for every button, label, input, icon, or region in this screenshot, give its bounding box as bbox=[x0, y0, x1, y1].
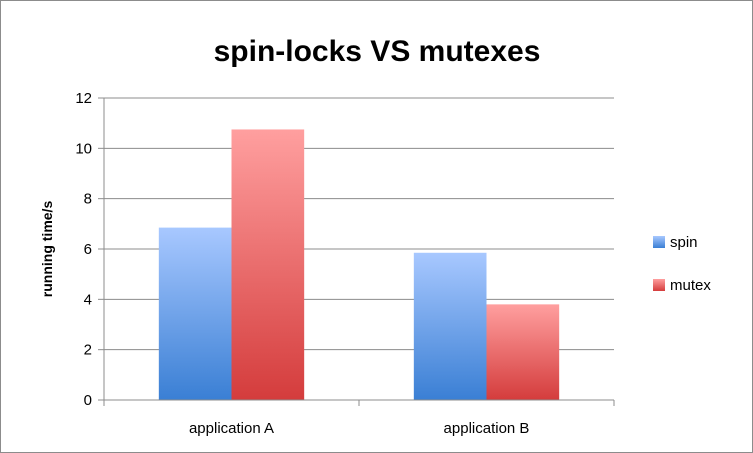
y-tick-label-6: 6 bbox=[84, 241, 92, 258]
y-tick-label-0: 0 bbox=[84, 392, 92, 409]
bars bbox=[158, 129, 560, 401]
legend: spin mutex bbox=[653, 234, 711, 294]
y-tick-label-2: 2 bbox=[84, 342, 92, 359]
bar-spin-0 bbox=[158, 227, 232, 400]
axes bbox=[98, 97, 615, 406]
bar-spin-1 bbox=[413, 252, 487, 400]
legend-swatch-spin bbox=[653, 236, 665, 248]
legend-label-mutex: mutex bbox=[670, 277, 711, 294]
y-tick-label-8: 8 bbox=[84, 191, 92, 208]
bar-mutex-0 bbox=[231, 129, 305, 401]
y-tick-label-10: 10 bbox=[75, 140, 92, 157]
legend-label-spin: spin bbox=[670, 234, 698, 251]
y-tick-label-4: 4 bbox=[84, 291, 92, 308]
chart-title: spin-locks VS mutexes bbox=[214, 35, 541, 68]
x-tick-label-1: application B bbox=[444, 420, 530, 437]
x-tick-label-0: application A bbox=[189, 420, 274, 437]
bar-mutex-1 bbox=[486, 304, 560, 400]
legend-swatch-mutex bbox=[653, 279, 665, 291]
x-tick-labels: application A application B bbox=[189, 420, 529, 437]
y-axis-label: running time/s bbox=[39, 201, 55, 298]
y-tick-label-12: 12 bbox=[75, 90, 92, 107]
y-tick-labels: 0 2 4 6 8 10 12 bbox=[75, 90, 92, 409]
